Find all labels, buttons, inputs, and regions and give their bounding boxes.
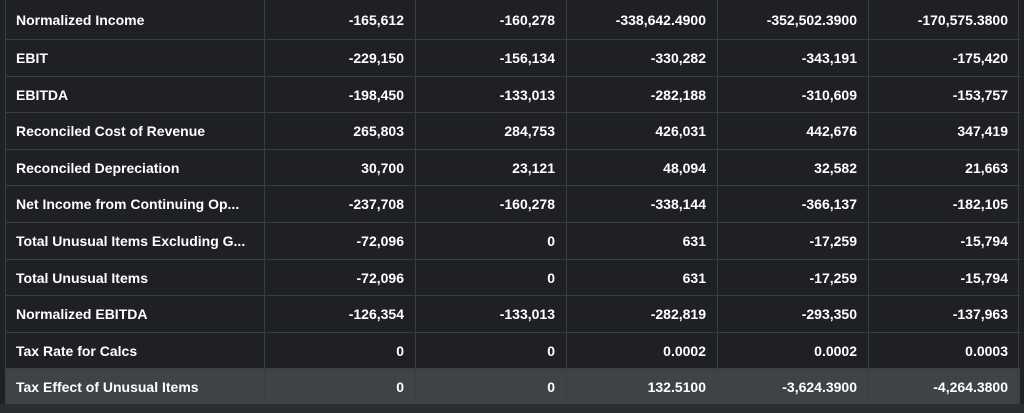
row-label: Total Unusual Items	[6, 259, 265, 296]
table-cell: -198,450	[265, 76, 416, 113]
table-row[interactable]: Tax Rate for Calcs 0 0 0.0002 0.0002 0.0…	[6, 332, 1020, 370]
table-cell: -137,963	[869, 296, 1019, 332]
table-cell: -182,105	[869, 186, 1019, 222]
table-cell: 631	[567, 222, 718, 259]
table-cell: 0	[416, 259, 567, 296]
table-cell: 0	[416, 332, 567, 369]
table-cell: 426,031	[567, 113, 718, 149]
table-cell: -229,150	[265, 40, 416, 76]
table-cell: 442,676	[718, 113, 869, 149]
table-cell: -175,420	[869, 40, 1019, 76]
table-cell: 631	[567, 259, 718, 296]
table-cell: 0.0002	[718, 332, 869, 369]
table-cell: -72,096	[265, 222, 416, 259]
row-label: Normalized Income	[6, 0, 265, 39]
table-cell: 0	[416, 222, 567, 259]
row-label: Tax Rate for Calcs	[6, 332, 265, 369]
row-label: Reconciled Cost of Revenue	[6, 113, 265, 149]
table-cell: 30,700	[265, 149, 416, 186]
table-cell: -72,096	[265, 259, 416, 296]
table-cell: -133,013	[416, 76, 567, 113]
table-cell: -133,013	[416, 296, 567, 332]
table-cell: -126,354	[265, 296, 416, 332]
row-label: Tax Effect of Unusual Items	[6, 369, 265, 406]
row-label: Total Unusual Items Excluding G...	[6, 222, 265, 259]
table-cell: 48,094	[567, 149, 718, 186]
table-cell: -343,191	[718, 40, 869, 76]
table-row[interactable]: Reconciled Depreciation 30,700 23,121 48…	[6, 149, 1020, 187]
row-label: Reconciled Depreciation	[6, 149, 265, 186]
table-row[interactable]: EBITDA -198,450 -133,013 -282,188 -310,6…	[6, 76, 1020, 114]
row-label: Net Income from Continuing Op...	[6, 186, 265, 222]
table-cell: -170,575.3800	[869, 0, 1019, 39]
table-cell: -160,278	[416, 0, 567, 39]
table-row[interactable]: Normalized EBITDA -126,354 -133,013 -282…	[6, 296, 1020, 333]
table-row[interactable]: Net Income from Continuing Op... -237,70…	[6, 186, 1020, 223]
table-cell: -282,188	[567, 76, 718, 113]
row-label: Normalized EBITDA	[6, 296, 265, 332]
row-label: EBITDA	[6, 76, 265, 113]
table-cell: -338,642.4900	[567, 0, 718, 39]
table-cell: 23,121	[416, 149, 567, 186]
table-cell: 284,753	[416, 113, 567, 149]
table-cell: 0.0002	[567, 332, 718, 369]
table-row[interactable]: Reconciled Cost of Revenue 265,803 284,7…	[6, 113, 1020, 150]
table-cell: 265,803	[265, 113, 416, 149]
table-cell: 0	[416, 369, 567, 406]
table-cell: -352,502.3900	[718, 0, 869, 39]
table-cell: -310,609	[718, 76, 869, 113]
table-cell: 32,582	[718, 149, 869, 186]
table-cell: -153,757	[869, 76, 1019, 113]
table-cell: -366,137	[718, 186, 869, 222]
table-row[interactable]: Normalized Income -165,612 -160,278 -338…	[6, 0, 1020, 40]
table-cell: 347,419	[869, 113, 1019, 149]
table-cell: -237,708	[265, 186, 416, 222]
row-label: EBIT	[6, 40, 265, 76]
table-cell: 0.0003	[869, 332, 1019, 369]
table-cell: -330,282	[567, 40, 718, 76]
table-cell: 0	[265, 332, 416, 369]
table-row[interactable]: Total Unusual Items -72,096 0 631 -17,25…	[6, 259, 1020, 297]
table-cell: -338,144	[567, 186, 718, 222]
table-cell: -15,794	[869, 259, 1019, 296]
table-cell: -293,350	[718, 296, 869, 332]
table-cell: 21,663	[869, 149, 1019, 186]
table-cell: -156,134	[416, 40, 567, 76]
table-cell: -15,794	[869, 222, 1019, 259]
income-statement-table: Normalized Income -165,612 -160,278 -338…	[5, 0, 1020, 406]
table-cell: -17,259	[718, 222, 869, 259]
table-row-hovered[interactable]: Tax Effect of Unusual Items 0 0 132.5100…	[6, 369, 1020, 406]
table-bottom-edge	[0, 404, 1024, 413]
table-cell: -282,819	[567, 296, 718, 332]
table-row[interactable]: Total Unusual Items Excluding G... -72,0…	[6, 222, 1020, 260]
table-cell: -4,264.3800	[869, 369, 1019, 406]
table-cell: -160,278	[416, 186, 567, 222]
table-cell: -3,624.3900	[718, 369, 869, 406]
table-row[interactable]: EBIT -229,150 -156,134 -330,282 -343,191…	[6, 40, 1020, 77]
table-cell: -165,612	[265, 0, 416, 39]
table-cell: 0	[265, 369, 416, 406]
table-cell: -17,259	[718, 259, 869, 296]
table-cell: 132.5100	[567, 369, 718, 406]
